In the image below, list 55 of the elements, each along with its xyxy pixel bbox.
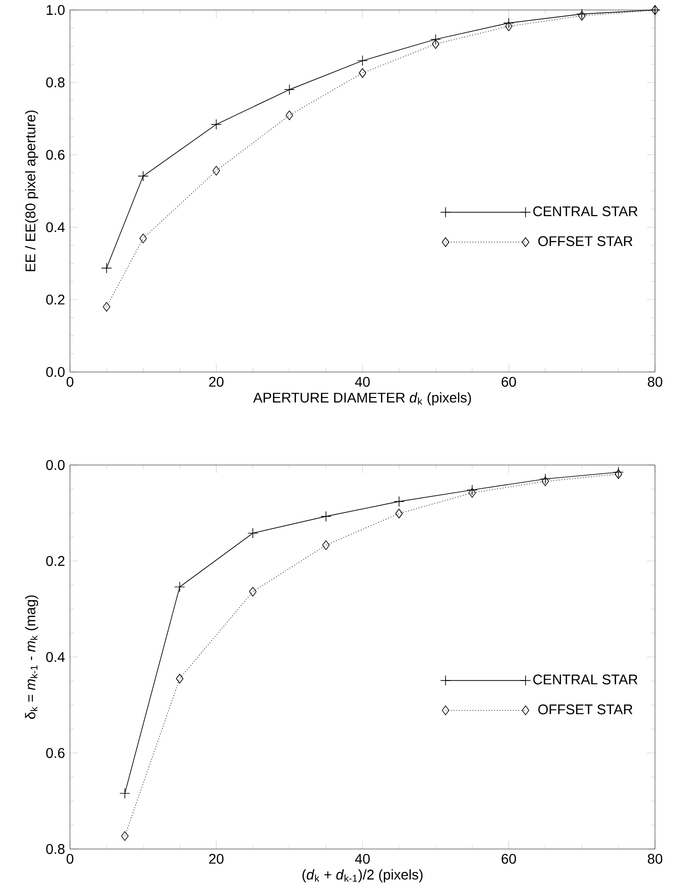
- y-axis-title: EE / EE(80 pixel aperture): [25, 110, 38, 272]
- point: [249, 586, 257, 597]
- point: [503, 18, 514, 28]
- y-tick-label: 0.6: [46, 150, 65, 160]
- point: [174, 582, 186, 592]
- x-tick-label: 60: [502, 376, 516, 387]
- point: [505, 21, 512, 32]
- y-tick-label: 0.4: [46, 652, 65, 662]
- point: [119, 788, 130, 799]
- y-tick-label: 0.0: [46, 460, 65, 470]
- y-tick-label: 0.8: [46, 844, 65, 854]
- point: [176, 674, 184, 684]
- point: [322, 540, 330, 550]
- legend-label: OFFSET STAR: [538, 236, 632, 246]
- text: δ$_{k}$ = m$_{k-1}$ - m$_{k}$ (mag): [25, 595, 38, 719]
- point: [139, 234, 147, 244]
- y-tick-label: 0.0: [46, 367, 65, 377]
- x-tick-label: 0: [66, 376, 74, 387]
- point: [210, 119, 222, 130]
- x-axis-title: APERTURE DIAMETER d$_{k}$ (pixels): [253, 392, 471, 406]
- x-tick-label: 40: [355, 376, 370, 387]
- point: [286, 110, 294, 120]
- point: [540, 474, 551, 484]
- x-tick-label: 80: [648, 376, 662, 387]
- point: [542, 476, 550, 486]
- point: [212, 166, 220, 176]
- y-tick-label: 0.2: [46, 556, 64, 566]
- point: [284, 84, 295, 95]
- point: [247, 528, 258, 539]
- point: [102, 302, 110, 312]
- point: [468, 488, 476, 498]
- x-tick-label: 20: [209, 376, 224, 387]
- x-tick-label: 0: [66, 854, 74, 864]
- point: [430, 34, 441, 45]
- point: [466, 484, 478, 496]
- y-tick-label: 0.4: [46, 222, 65, 232]
- point: [357, 55, 368, 66]
- x-tick-label: 40: [355, 854, 370, 864]
- point: [121, 831, 129, 841]
- y-tick-label: 0.6: [46, 748, 65, 758]
- x-tick-label: 20: [209, 854, 224, 864]
- legend-label: CENTRAL STAR: [533, 206, 638, 216]
- legend-label: CENTRAL STAR: [533, 674, 638, 684]
- y-tick-label: 0.2: [46, 294, 64, 305]
- point: [320, 511, 332, 522]
- point: [138, 170, 148, 182]
- point: [432, 39, 440, 49]
- x-tick-label: 60: [502, 854, 516, 864]
- y-tick-label: 1.0: [46, 5, 65, 15]
- point: [101, 262, 112, 274]
- y-tick-label: 0.8: [46, 77, 65, 88]
- legend-label: OFFSET STAR: [538, 704, 632, 714]
- x-tick-label: 80: [648, 854, 662, 864]
- x-axis-title: (d$_{k}$ + d$_{k-1}$)/2 (pixels): [302, 869, 423, 882]
- point: [358, 68, 366, 78]
